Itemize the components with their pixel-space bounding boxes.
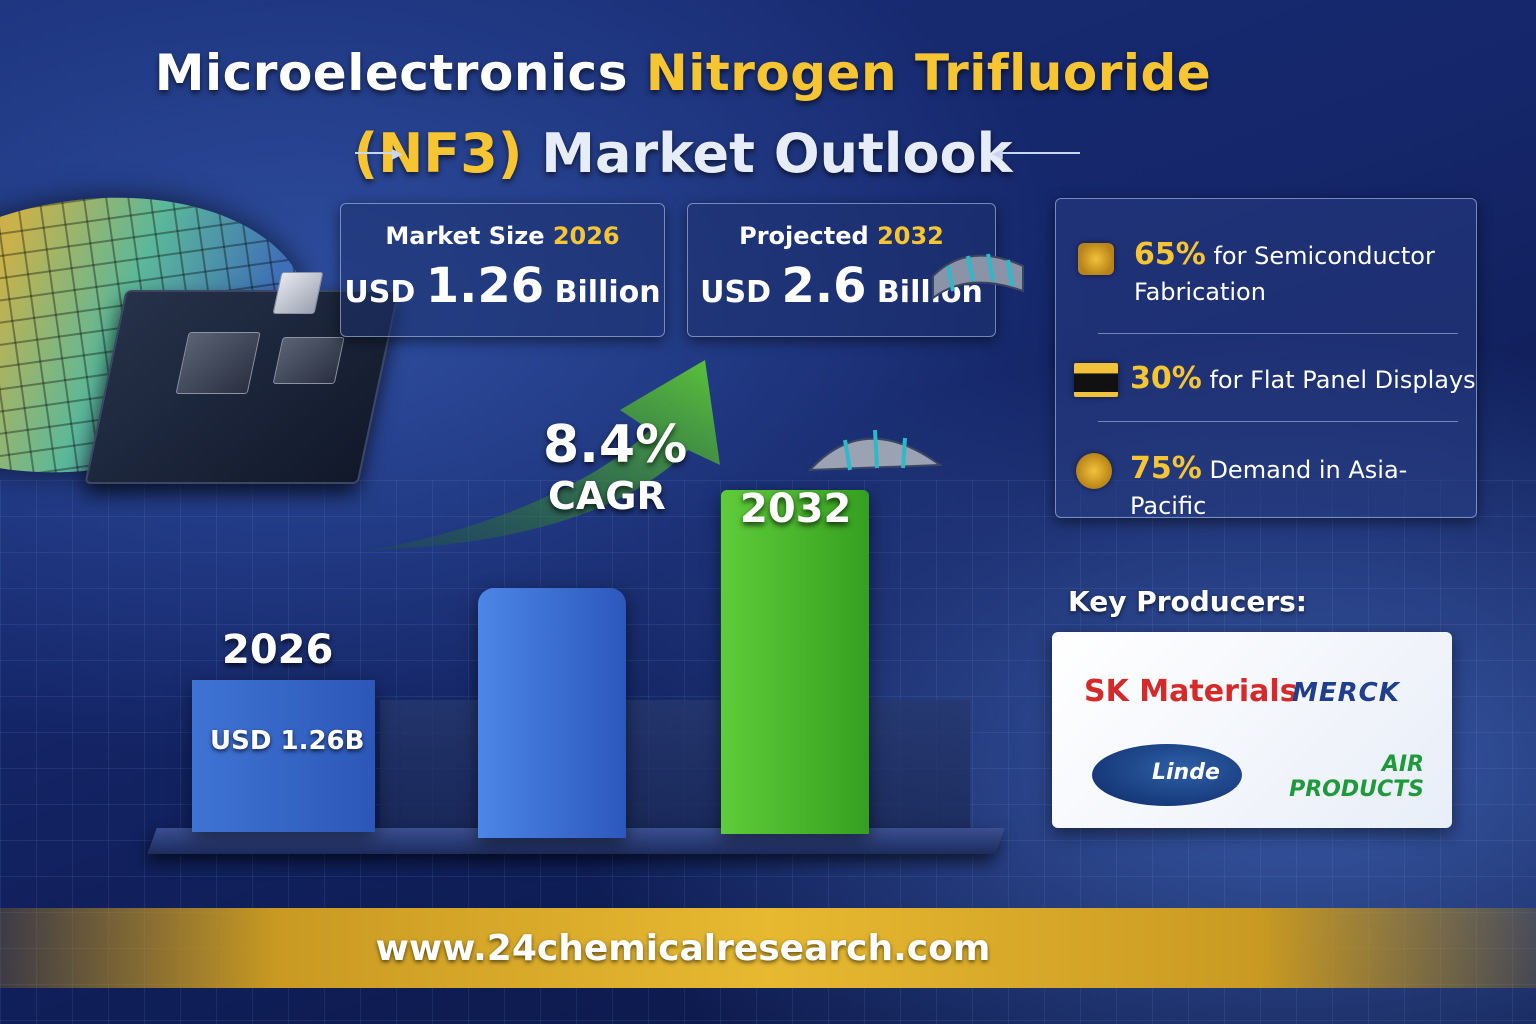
cagr-label: CAGR	[548, 474, 666, 518]
linde-logo: Linde	[1092, 744, 1242, 806]
memory-chip	[272, 337, 345, 384]
footer-url[interactable]: www.24chemicalresearch.com	[375, 928, 991, 969]
bar-2032	[721, 490, 869, 834]
title-right-arrow	[1000, 152, 1080, 154]
page-title-line1: Microelectronics Nitrogen Trifluoride	[0, 44, 1366, 102]
market-size-2026-box: Market Size 2026 USD 1.26 Billion	[340, 203, 665, 337]
footer-band	[0, 908, 1536, 988]
stats-divider	[1098, 421, 1458, 422]
bar-2026	[192, 680, 375, 832]
merck-logo: MERCK	[1292, 678, 1400, 708]
title-left-arrow-head: ▶	[392, 146, 403, 162]
title-white-text: Microelectronics	[154, 44, 628, 102]
title-gold-text: Nitrogen Trifluoride	[645, 44, 1212, 102]
segment-stats-panel: 65% for Semiconductor Fabrication 30% fo…	[1055, 198, 1477, 520]
chip-icon	[1078, 243, 1114, 275]
bar-2032-year-label: 2032	[740, 486, 852, 532]
gas-cylinder-bundle-icon	[932, 253, 1024, 301]
title-left-arrow	[355, 152, 395, 154]
cagr-growth-arrow	[370, 360, 720, 550]
processor-chip	[175, 332, 261, 394]
title-right-arrow-head: ◀	[992, 146, 1003, 162]
title-outlook-text: Market Outlook	[541, 122, 1013, 185]
bar-middle	[478, 588, 626, 838]
page-title-line2: (NF3) Market Outlook	[0, 122, 1366, 185]
market-size-label: Market Size 2026	[385, 222, 620, 250]
globe-icon	[1076, 453, 1112, 489]
gas-cylinder-icon	[807, 429, 943, 472]
market-size-value: USD 1.26 Billion	[344, 258, 661, 314]
bar-2026-value-label: USD 1.26B	[210, 726, 365, 756]
cagr-value: 8.4%	[543, 415, 688, 475]
air-products-logo: AIR PRODUCTS	[1289, 752, 1424, 802]
key-producers-title: Key Producers:	[1068, 585, 1307, 618]
projected-label: Projected 2032	[739, 222, 944, 250]
display-icon	[1074, 363, 1118, 397]
sk-materials-logo: SK Materials	[1084, 674, 1298, 709]
small-chip	[272, 272, 324, 314]
bar-2026-year-label: 2026	[222, 627, 334, 673]
chart-backwall	[380, 700, 970, 830]
stats-divider	[1098, 333, 1458, 334]
producer-logos-panel: SK Materials MERCK Linde AIR PRODUCTS	[1052, 632, 1452, 828]
